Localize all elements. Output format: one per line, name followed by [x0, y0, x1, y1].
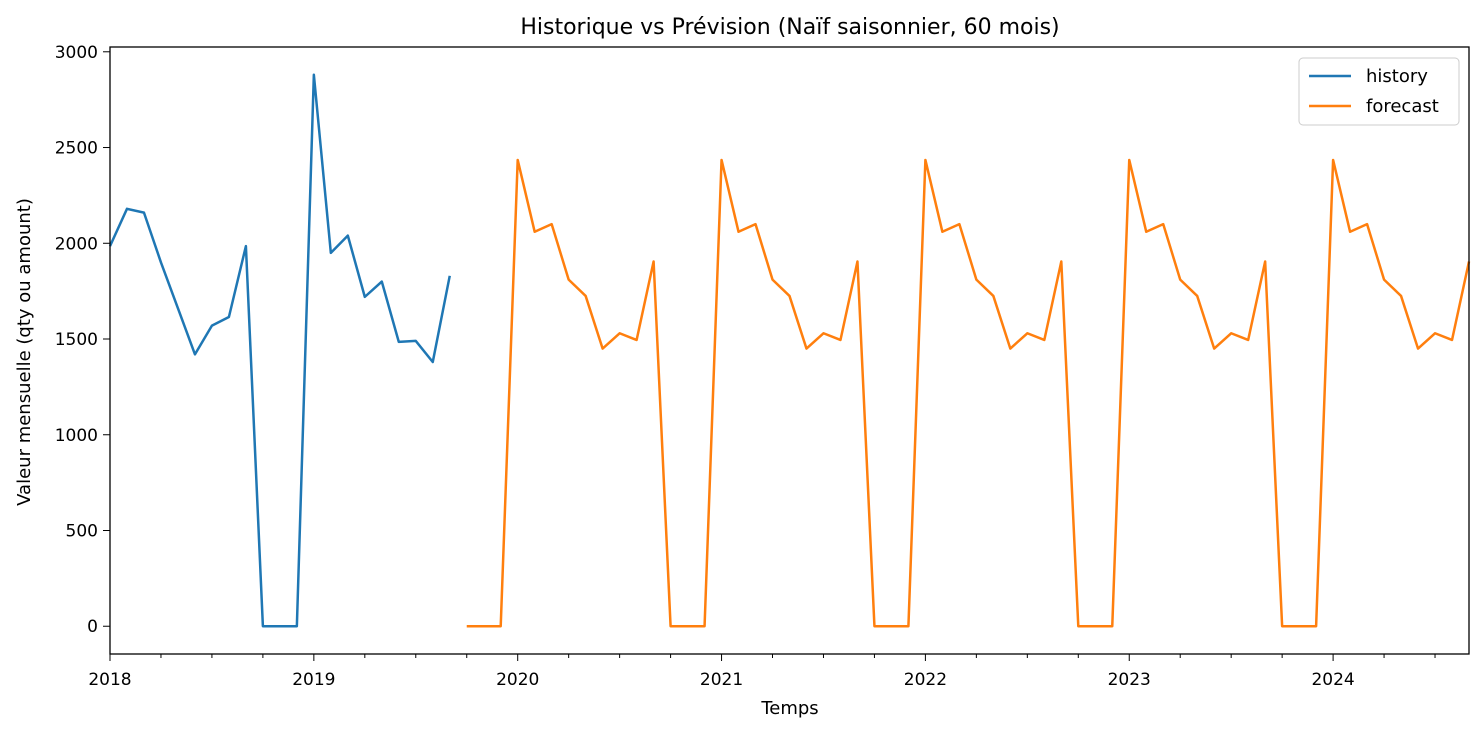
y-tick-label: 2500 — [55, 139, 98, 159]
x-tick-label: 2024 — [1311, 670, 1354, 690]
series-line-history — [108, 73, 451, 628]
series-line-forecast — [466, 158, 1471, 628]
chart-title: Historique vs Prévision (Naïf saisonnier… — [520, 15, 1059, 40]
y-axis: 0 500 1000 1500 2000 2500 3000 — [55, 43, 110, 637]
y-tick-label: 1000 — [55, 426, 98, 446]
y-tick-label: 3000 — [55, 43, 98, 63]
x-tick-label: 2022 — [904, 670, 947, 690]
plot-frame — [109, 46, 1470, 655]
x-axis: 2018 2019 2020 2021 2022 2023 2024 — [88, 654, 1436, 690]
y-axis-label: Valeur mensuelle (qty ou amount) — [14, 198, 35, 506]
x-axis-label: Temps — [760, 698, 818, 719]
legend: history forecast — [1298, 57, 1460, 126]
y-tick-label: 0 — [87, 617, 98, 637]
legend-label-forecast: forecast — [1366, 96, 1439, 117]
x-tick-label: 2021 — [700, 670, 743, 690]
x-tick-label: 2023 — [1108, 670, 1151, 690]
y-tick-label: 1500 — [55, 330, 98, 350]
y-tick-label: 2000 — [55, 234, 98, 254]
x-tick-label: 2018 — [88, 670, 131, 690]
plot-lines — [108, 73, 1471, 628]
legend-label-history: history — [1366, 66, 1428, 87]
x-tick-label: 2019 — [292, 670, 335, 690]
y-tick-label: 500 — [66, 521, 98, 541]
x-tick-label: 2020 — [496, 670, 539, 690]
